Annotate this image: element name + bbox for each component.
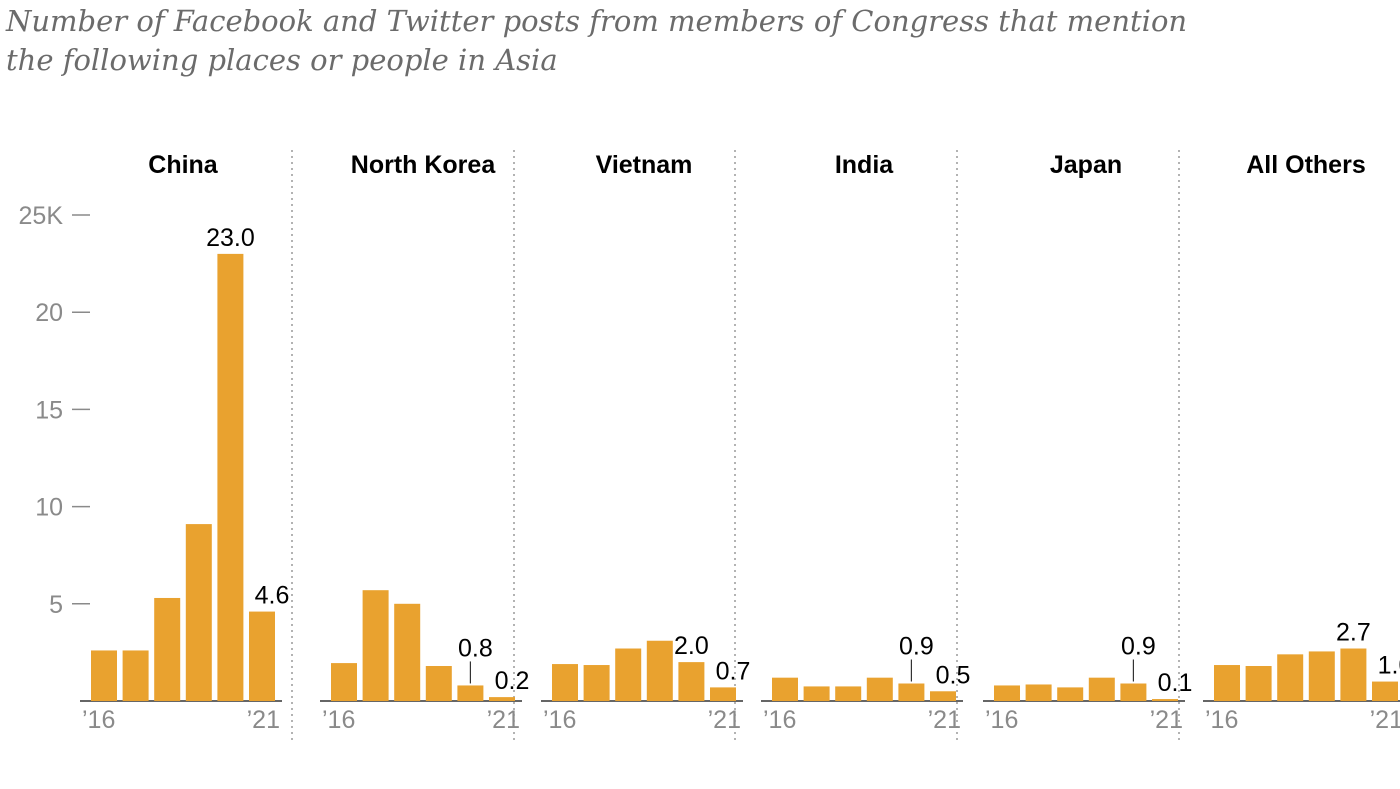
x-tick-label: ’16 bbox=[543, 706, 576, 734]
bar-china-2017 bbox=[122, 650, 149, 701]
bar-japan-2020 bbox=[1120, 683, 1147, 701]
y-tick-label: 25K bbox=[19, 202, 64, 230]
x-tick-label: ’16 bbox=[82, 706, 115, 734]
bar-all-others-2021 bbox=[1372, 681, 1398, 701]
bar-north-korea-2017 bbox=[362, 590, 389, 701]
bar-vietnam-2020 bbox=[678, 662, 705, 701]
bar-india-2017 bbox=[803, 686, 830, 701]
data-label: 0.1 bbox=[1158, 669, 1193, 697]
bar-vietnam-2017 bbox=[583, 665, 610, 701]
bar-japan-2019 bbox=[1088, 677, 1115, 701]
chart-title: Number of Facebook and Twitter posts fro… bbox=[6, 2, 1206, 80]
data-label: 23.0 bbox=[206, 224, 255, 252]
bar-all-others-2017 bbox=[1245, 666, 1272, 701]
x-tick-label: ’21 bbox=[928, 706, 961, 734]
bar-north-korea-2020 bbox=[457, 685, 484, 701]
data-label: 1.0 bbox=[1378, 652, 1400, 680]
bar-north-korea-2021 bbox=[489, 697, 515, 701]
x-tick-label: ’16 bbox=[985, 706, 1018, 734]
x-tick-label: ’21 bbox=[708, 706, 741, 734]
bar-china-2016 bbox=[91, 650, 117, 701]
x-tick-label: ’21 bbox=[1370, 706, 1400, 734]
data-label: 2.7 bbox=[1336, 619, 1371, 647]
data-label: 0.9 bbox=[1121, 633, 1156, 661]
y-tick-label: 15 bbox=[35, 396, 63, 424]
bar-china-2019 bbox=[185, 524, 212, 701]
bar-vietnam-2021 bbox=[710, 687, 736, 701]
bar-all-others-2019 bbox=[1308, 651, 1335, 701]
bar-india-2020 bbox=[898, 683, 925, 701]
x-tick-label: ’21 bbox=[487, 706, 520, 734]
bar-india-2019 bbox=[866, 677, 893, 701]
data-label: 0.7 bbox=[716, 657, 751, 685]
bar-vietnam-2019 bbox=[646, 640, 673, 701]
bar-china-2020 bbox=[217, 253, 244, 701]
bar-north-korea-2016 bbox=[331, 663, 357, 701]
bar-all-others-2020 bbox=[1340, 648, 1367, 701]
panel-title-north-korea: North Korea bbox=[351, 151, 497, 179]
bar-all-others-2018 bbox=[1277, 654, 1304, 701]
y-tick-label: 5 bbox=[49, 591, 63, 619]
bar-vietnam-2018 bbox=[615, 648, 642, 701]
bar-japan-2016 bbox=[994, 685, 1020, 701]
panel-title-vietnam: Vietnam bbox=[596, 151, 693, 179]
bar-india-2018 bbox=[835, 686, 862, 701]
panel-title-china: China bbox=[148, 151, 219, 179]
bar-china-2021 bbox=[249, 611, 275, 701]
bar-north-korea-2018 bbox=[394, 603, 421, 701]
data-label: 4.6 bbox=[255, 582, 290, 610]
data-label: 0.5 bbox=[936, 661, 971, 689]
x-tick-label: ’21 bbox=[247, 706, 280, 734]
bar-india-2021 bbox=[930, 691, 956, 701]
x-tick-label: ’16 bbox=[763, 706, 796, 734]
panel-title-india: India bbox=[835, 151, 894, 179]
y-tick-label: 10 bbox=[35, 494, 63, 522]
bar-north-korea-2019 bbox=[425, 666, 452, 701]
bar-japan-2017 bbox=[1025, 684, 1052, 701]
bar-japan-2021 bbox=[1152, 699, 1178, 701]
bar-all-others-2016 bbox=[1214, 665, 1240, 701]
data-label: 0.2 bbox=[495, 667, 530, 695]
chart-title-line-2: the following places or people in Asia bbox=[6, 43, 558, 77]
panel-title-all-others: All Others bbox=[1246, 151, 1365, 179]
bar-china-2018 bbox=[154, 597, 181, 701]
x-tick-label: ’21 bbox=[1150, 706, 1183, 734]
data-label: 0.9 bbox=[899, 633, 934, 661]
y-tick-label: 20 bbox=[35, 299, 63, 327]
data-label: 0.8 bbox=[458, 634, 493, 662]
x-tick-label: ’16 bbox=[1205, 706, 1238, 734]
bar-india-2016 bbox=[772, 677, 798, 701]
x-tick-label: ’16 bbox=[322, 706, 355, 734]
bar-japan-2018 bbox=[1057, 687, 1084, 701]
data-label: 2.0 bbox=[674, 632, 709, 660]
chart-title-line-1: Number of Facebook and Twitter posts fro… bbox=[6, 4, 1188, 38]
panel-title-japan: Japan bbox=[1050, 151, 1122, 179]
bar-vietnam-2016 bbox=[552, 664, 578, 701]
